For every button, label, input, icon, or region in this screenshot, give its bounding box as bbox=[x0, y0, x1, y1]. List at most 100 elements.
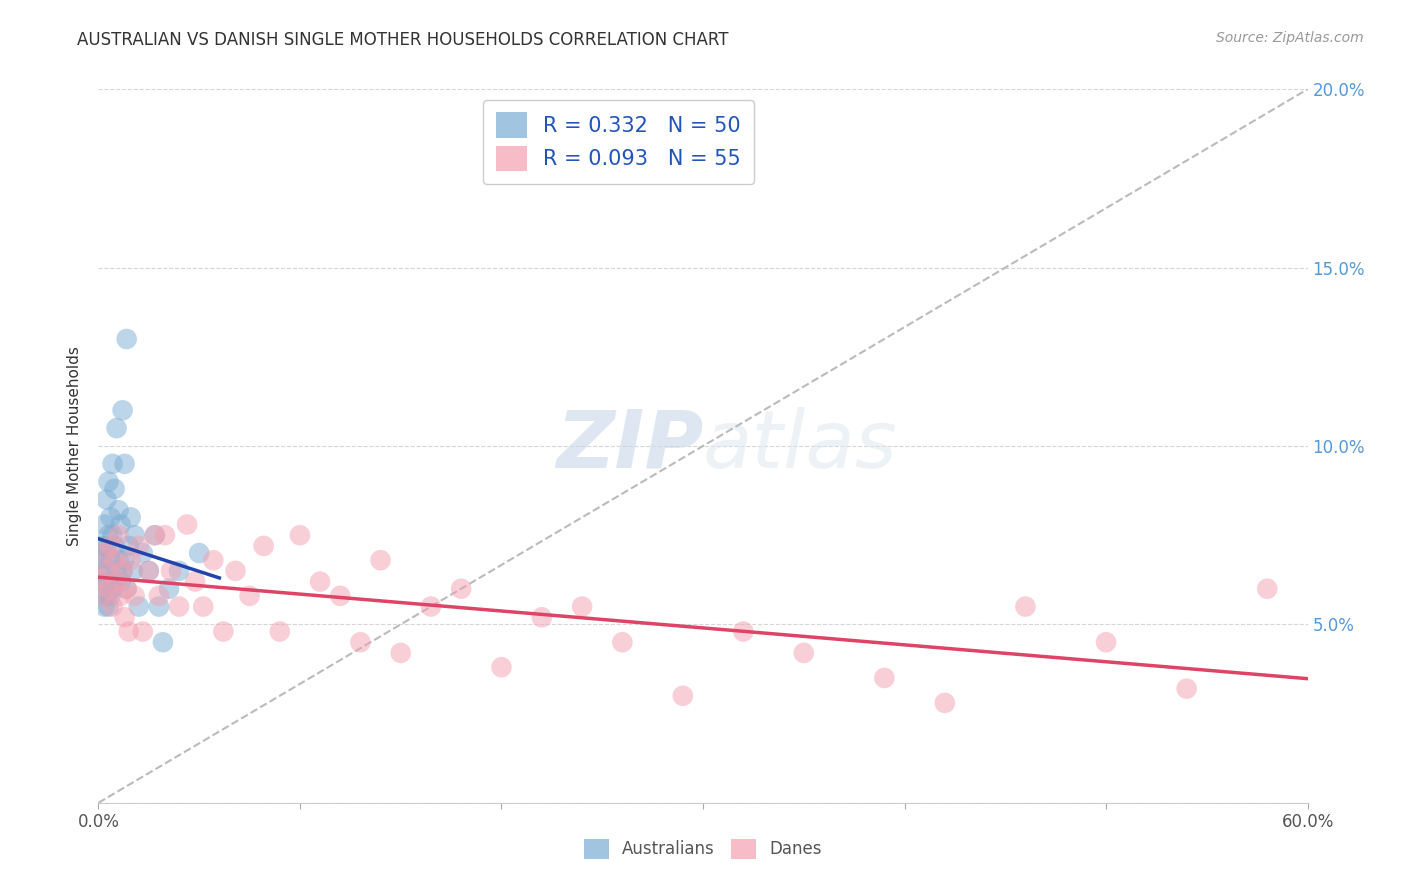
Point bbox=[329, 589, 352, 603]
Point bbox=[152, 635, 174, 649]
Point bbox=[389, 646, 412, 660]
Point bbox=[202, 553, 225, 567]
Point bbox=[612, 635, 634, 649]
Point bbox=[873, 671, 896, 685]
Point bbox=[103, 553, 125, 567]
Point bbox=[101, 528, 124, 542]
Point bbox=[118, 624, 141, 639]
Point bbox=[224, 564, 246, 578]
Point bbox=[105, 564, 128, 578]
Point bbox=[96, 492, 118, 507]
Point bbox=[1095, 635, 1118, 649]
Point bbox=[97, 599, 120, 614]
Point bbox=[93, 546, 115, 560]
Point bbox=[107, 503, 129, 517]
Text: atlas: atlas bbox=[703, 407, 898, 485]
Point bbox=[96, 539, 118, 553]
Text: AUSTRALIAN VS DANISH SINGLE MOTHER HOUSEHOLDS CORRELATION CHART: AUSTRALIAN VS DANISH SINGLE MOTHER HOUSE… bbox=[77, 31, 728, 49]
Point bbox=[89, 564, 111, 578]
Point bbox=[148, 599, 170, 614]
Point bbox=[370, 553, 392, 567]
Point bbox=[115, 332, 138, 346]
Point bbox=[239, 589, 262, 603]
Point bbox=[120, 510, 142, 524]
Point bbox=[450, 582, 472, 596]
Point bbox=[93, 517, 115, 532]
Point bbox=[672, 689, 695, 703]
Point bbox=[571, 599, 593, 614]
Point bbox=[97, 528, 120, 542]
Point bbox=[420, 599, 443, 614]
Point bbox=[97, 574, 120, 589]
Point bbox=[101, 457, 124, 471]
Point bbox=[269, 624, 291, 639]
Point bbox=[128, 539, 150, 553]
Point bbox=[288, 528, 311, 542]
Point bbox=[184, 574, 207, 589]
Point bbox=[107, 553, 129, 567]
Point bbox=[530, 610, 553, 624]
Point bbox=[114, 457, 136, 471]
Point bbox=[143, 528, 166, 542]
Text: Source: ZipAtlas.com: Source: ZipAtlas.com bbox=[1216, 31, 1364, 45]
Point bbox=[188, 546, 211, 560]
Point bbox=[100, 510, 122, 524]
Point bbox=[100, 589, 122, 603]
Point bbox=[309, 574, 332, 589]
Point bbox=[167, 564, 190, 578]
Point bbox=[96, 589, 118, 603]
Point bbox=[132, 624, 155, 639]
Point bbox=[103, 482, 125, 496]
Point bbox=[100, 553, 122, 567]
Point bbox=[121, 564, 143, 578]
Point bbox=[124, 589, 146, 603]
Point bbox=[91, 582, 114, 596]
Point bbox=[93, 574, 115, 589]
Point bbox=[138, 564, 160, 578]
Point bbox=[115, 582, 138, 596]
Point bbox=[91, 589, 114, 603]
Point bbox=[193, 599, 215, 614]
Point bbox=[212, 624, 235, 639]
Point bbox=[128, 599, 150, 614]
Point bbox=[97, 475, 120, 489]
Point bbox=[111, 403, 134, 417]
Point bbox=[1014, 599, 1036, 614]
Point bbox=[143, 528, 166, 542]
Point bbox=[120, 553, 142, 567]
Point bbox=[111, 564, 134, 578]
Point bbox=[733, 624, 755, 639]
Point bbox=[349, 635, 371, 649]
Legend: Australians, Danes: Australians, Danes bbox=[576, 832, 830, 866]
Point bbox=[114, 553, 136, 567]
Point bbox=[132, 546, 155, 560]
Point bbox=[118, 539, 141, 553]
Point bbox=[153, 528, 176, 542]
Point bbox=[148, 589, 170, 603]
Point bbox=[124, 528, 146, 542]
Point bbox=[89, 571, 111, 585]
Point bbox=[157, 582, 180, 596]
Point bbox=[491, 660, 513, 674]
Point bbox=[114, 610, 136, 624]
Point bbox=[101, 599, 124, 614]
Point bbox=[93, 546, 115, 560]
Point bbox=[103, 539, 125, 553]
Point bbox=[138, 564, 160, 578]
Point bbox=[1256, 582, 1278, 596]
Point bbox=[96, 564, 118, 578]
Point bbox=[97, 582, 120, 596]
Point bbox=[93, 599, 115, 614]
Point bbox=[176, 517, 198, 532]
Point bbox=[107, 528, 129, 542]
Point bbox=[1175, 681, 1198, 696]
Point bbox=[89, 553, 111, 567]
Point bbox=[167, 599, 190, 614]
Point bbox=[101, 582, 124, 596]
Point bbox=[793, 646, 815, 660]
Point bbox=[91, 539, 114, 553]
Point bbox=[105, 421, 128, 435]
Point bbox=[110, 574, 132, 589]
Point bbox=[110, 517, 132, 532]
Point bbox=[100, 539, 122, 553]
